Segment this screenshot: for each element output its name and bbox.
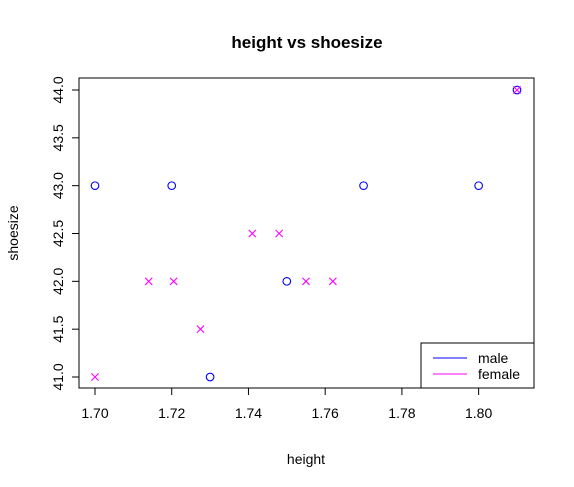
- plot-frame: [78, 77, 535, 389]
- point-female: [169, 277, 178, 286]
- y-tick-label: 43.5: [50, 124, 66, 151]
- x-tick-label: 1.70: [81, 405, 108, 421]
- data-points: [90, 85, 522, 382]
- y-axis: 41.0 41.5 42.0 42.5 43.0 43.5 44.0: [50, 76, 80, 391]
- point-male: [90, 181, 100, 191]
- point-male: [282, 276, 292, 286]
- y-tick-label: 41.0: [50, 363, 66, 390]
- y-axis-label: shoesize: [5, 205, 21, 260]
- point-male: [512, 85, 522, 95]
- point-male: [167, 181, 177, 191]
- x-tick-label: 1.80: [465, 405, 492, 421]
- y-tick-label: 41.5: [50, 315, 66, 342]
- point-female: [302, 277, 310, 286]
- point-male: [359, 181, 368, 191]
- point-male: [205, 372, 215, 382]
- x-axis: 1.70 1.72 1.74 1.76 1.78 1.80: [81, 387, 492, 421]
- point-female: [328, 277, 337, 286]
- x-tick-label: 1.78: [388, 405, 415, 421]
- point-female: [275, 229, 284, 238]
- point-female: [248, 229, 257, 238]
- y-tick-label: 43.0: [50, 172, 66, 199]
- x-tick-label: 1.72: [158, 405, 185, 421]
- point-female: [144, 277, 153, 286]
- x-tick-label: 1.76: [312, 405, 339, 421]
- legend-label-female: female: [478, 366, 520, 382]
- legend-box: [420, 342, 535, 389]
- point-female: [513, 86, 521, 94]
- point-female: [196, 325, 205, 334]
- x-axis-label: height: [287, 451, 325, 467]
- x-tick-label: 1.74: [235, 405, 262, 421]
- y-tick-label: 44.0: [50, 76, 66, 103]
- legend: male female: [420, 342, 535, 389]
- point-male: [474, 181, 483, 191]
- legend-label-male: male: [478, 350, 509, 366]
- chart-title: height vs shoesize: [231, 33, 382, 52]
- point-female: [91, 373, 99, 381]
- y-tick-label: 42.5: [50, 220, 66, 247]
- y-tick-label: 42.0: [50, 267, 66, 294]
